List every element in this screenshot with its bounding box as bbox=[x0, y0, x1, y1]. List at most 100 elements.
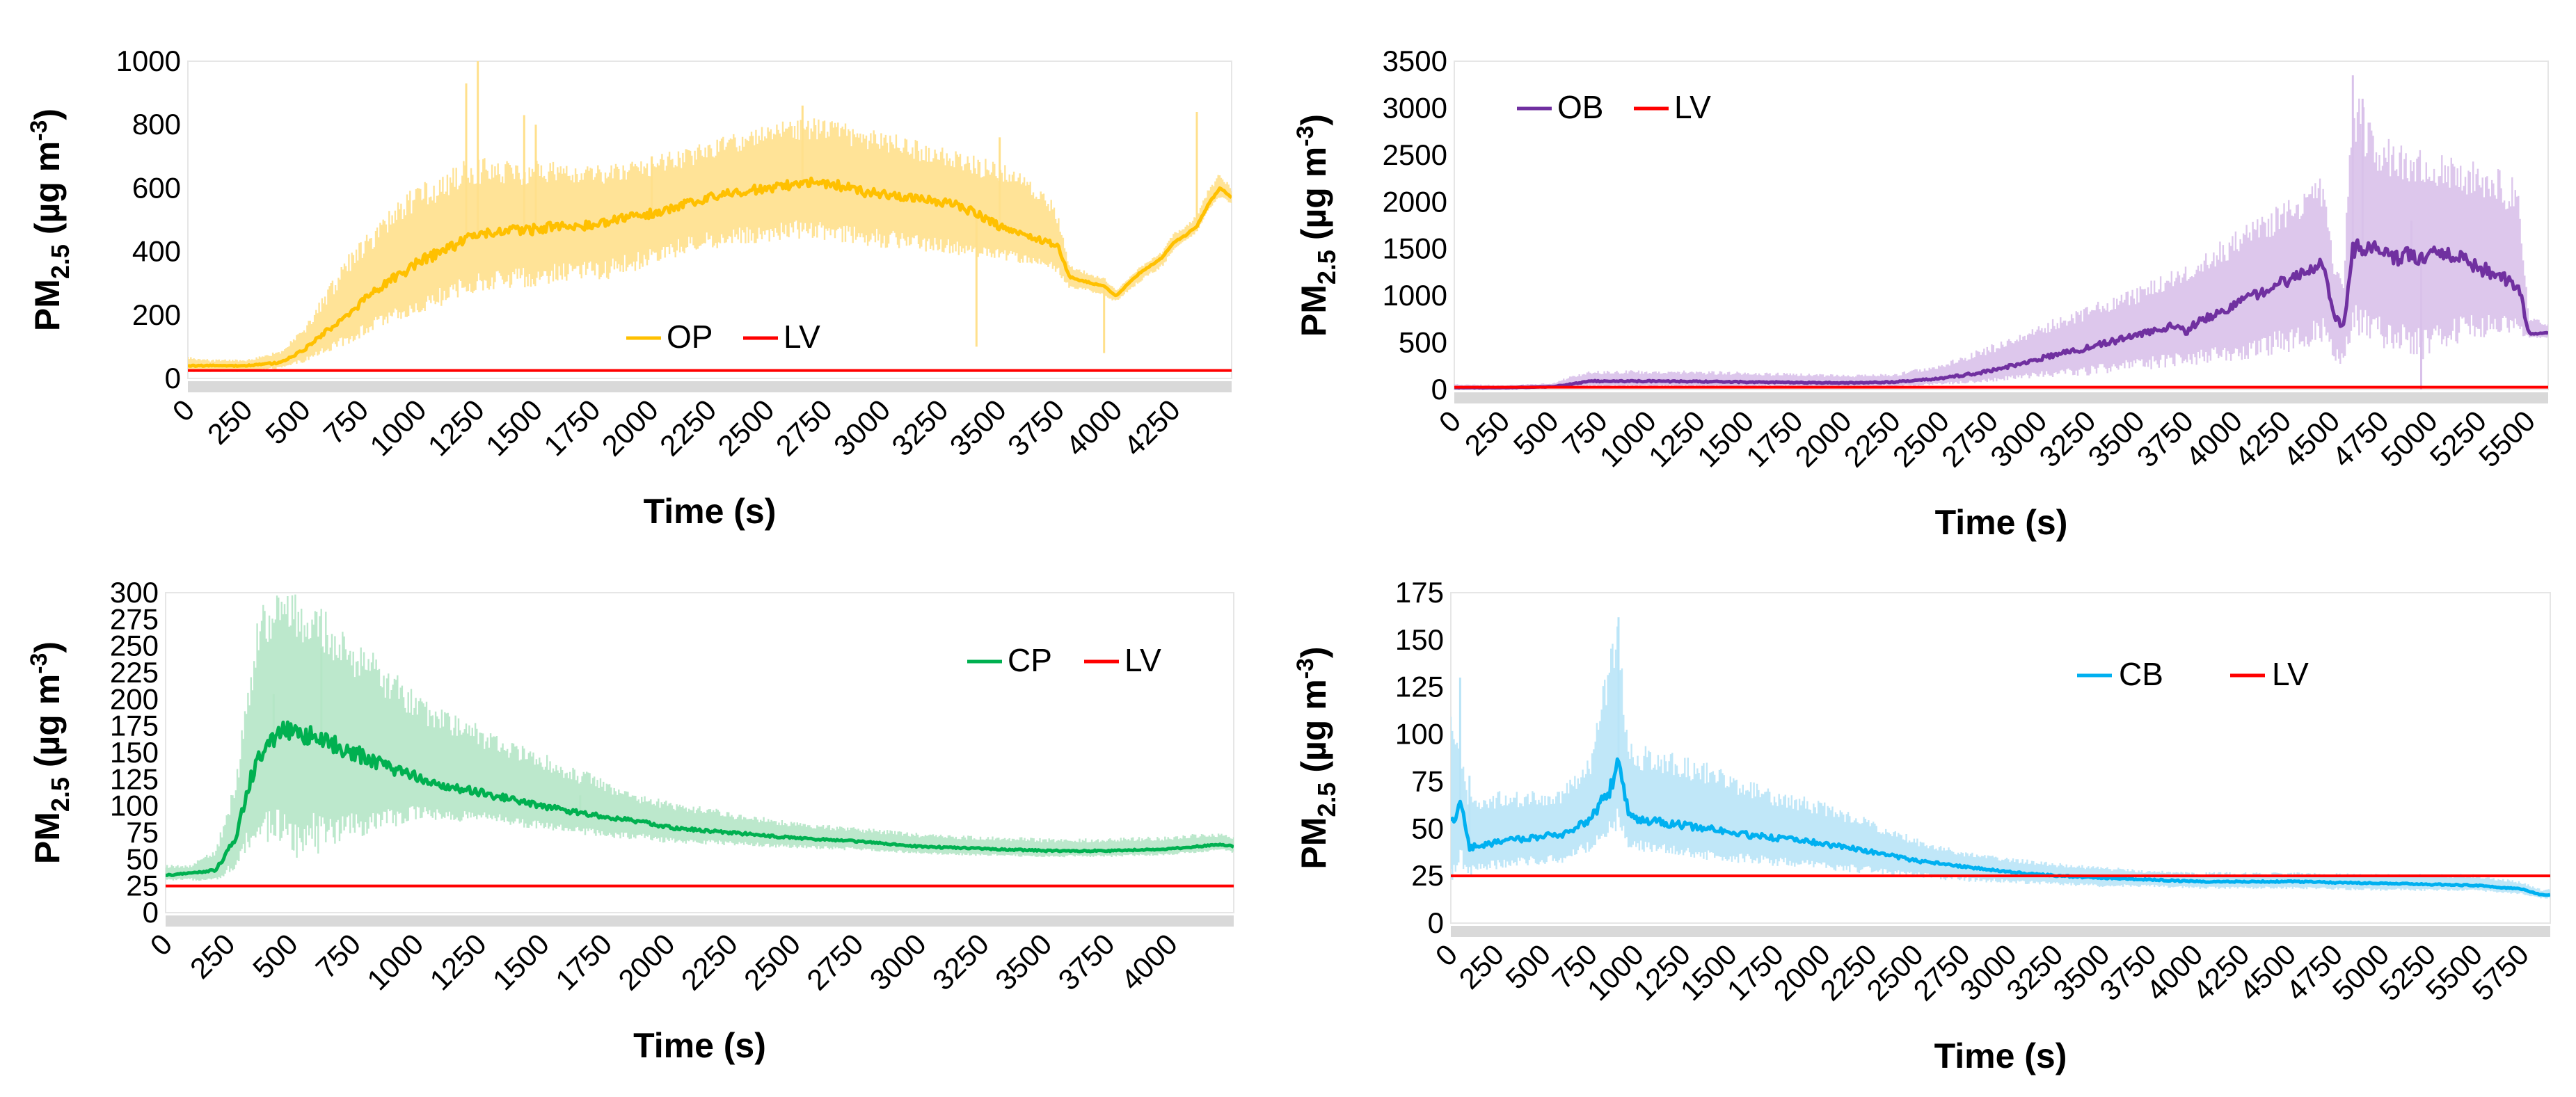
series-line-OP bbox=[188, 176, 1232, 368]
series-line-CP bbox=[166, 720, 1234, 877]
series-line-OB bbox=[1454, 238, 2548, 390]
legend-label-LV: LV bbox=[2272, 656, 2309, 692]
y-tick-label: 175 bbox=[110, 710, 159, 742]
x-tick-label: 2250 bbox=[675, 927, 744, 996]
x-tick-label: 250 bbox=[1453, 938, 1511, 995]
y-tick-label: 2000 bbox=[1383, 185, 1447, 218]
variability-spikes-OP bbox=[465, 61, 1198, 353]
y-title-unit: (µg m bbox=[28, 674, 67, 777]
x-tick-label: 4250 bbox=[1118, 393, 1186, 462]
y-title-unit-close: ) bbox=[28, 641, 67, 653]
y-tick-label: 125 bbox=[110, 762, 159, 795]
y-tick-label: 1000 bbox=[116, 45, 181, 77]
x-tick-label: 5250 bbox=[2424, 404, 2492, 473]
x-tick-label: 2750 bbox=[770, 393, 838, 462]
legend: OP LV bbox=[626, 319, 820, 355]
legend-label-LV: LV bbox=[784, 319, 820, 355]
y-tick-label: 3500 bbox=[1383, 45, 1447, 77]
x-tick-label: 1500 bbox=[479, 393, 548, 462]
x-tick-label: 2250 bbox=[653, 393, 722, 462]
y-tick-label: 100 bbox=[1395, 718, 1444, 751]
y-title-sub: 2.5 bbox=[1312, 783, 1341, 817]
y-tick-label: 0 bbox=[1428, 906, 1444, 939]
x-tick-label: 5000 bbox=[2375, 404, 2444, 473]
x-tick-label: 3250 bbox=[2033, 404, 2101, 473]
legend-label-CP: CP bbox=[1008, 642, 1052, 678]
y-tick-label: 150 bbox=[110, 736, 159, 769]
x-tick-label: 0 bbox=[166, 393, 201, 428]
x-tick-label: 250 bbox=[184, 927, 241, 985]
variability-spikes-CB bbox=[1458, 617, 1620, 848]
x-tick-label: 2750 bbox=[800, 927, 869, 996]
x-axis-band bbox=[166, 915, 1234, 927]
x-tick-label: 3500 bbox=[2082, 404, 2151, 473]
x-tick-label: 3750 bbox=[1001, 393, 1070, 462]
y-tick-label: 250 bbox=[110, 630, 159, 662]
x-axis-title: Time (s) bbox=[633, 1026, 766, 1065]
x-tick-label: 1000 bbox=[1593, 404, 1662, 473]
x-tick-label: 1000 bbox=[363, 393, 432, 462]
x-tick-label: 4000 bbox=[1115, 927, 1184, 996]
plot-area bbox=[187, 61, 1232, 379]
y-tick-label: 500 bbox=[1399, 326, 1447, 359]
x-tick-label: 0 bbox=[144, 927, 179, 962]
x-axis-title: Time (s) bbox=[1935, 503, 2068, 542]
y-tick-label: 200 bbox=[110, 682, 159, 715]
x-tick-label: 1750 bbox=[537, 393, 606, 462]
y-tick-label: 300 bbox=[110, 576, 159, 609]
y-title-sub: 2.5 bbox=[1312, 250, 1341, 285]
y-tick-label: 75 bbox=[126, 816, 159, 849]
x-tick-label: 2000 bbox=[1788, 404, 1857, 473]
x-tick-label: 1750 bbox=[549, 927, 618, 996]
x-tick-label: 500 bbox=[1507, 404, 1565, 462]
y-tick-label: 600 bbox=[132, 171, 181, 204]
y-tick-label: 50 bbox=[126, 842, 159, 875]
x-axis-band bbox=[1451, 926, 2550, 937]
y-title-sup: -3 bbox=[1292, 658, 1319, 679]
y-title-main: PM bbox=[28, 279, 67, 331]
series-line-CB bbox=[1451, 757, 2550, 897]
y-tick-label: 25 bbox=[126, 870, 159, 902]
legend-label-LV: LV bbox=[1124, 642, 1161, 678]
y-title-sup: -3 bbox=[1292, 126, 1319, 147]
y-tick-label: 50 bbox=[1411, 812, 1444, 844]
x-axis-band bbox=[188, 381, 1232, 392]
x-tick-label: 2500 bbox=[711, 393, 780, 462]
y-tick-label: 225 bbox=[110, 656, 159, 689]
data-layer bbox=[1454, 75, 2548, 390]
x-tick-label: 500 bbox=[246, 927, 304, 985]
data-layer bbox=[166, 594, 1234, 888]
x-tick-label: 2250 bbox=[1838, 404, 1907, 473]
chart-cb: 0255075100125150175025050075010001250150… bbox=[1292, 576, 2551, 1075]
x-tick-label: 4250 bbox=[2228, 404, 2297, 473]
x-tick-label: 3750 bbox=[1051, 927, 1120, 996]
x-tick-label: 1000 bbox=[360, 927, 429, 996]
y-axis-title: PM2.5 (µg m-3) bbox=[26, 641, 74, 864]
x-tick-label: 4000 bbox=[2179, 404, 2248, 473]
y-title-sub: 2.5 bbox=[46, 777, 74, 812]
y-tick-label: 200 bbox=[132, 298, 181, 331]
y-tick-label: 150 bbox=[1395, 623, 1444, 656]
y-tick-label: 3000 bbox=[1383, 91, 1447, 124]
y-title-sub: 2.5 bbox=[46, 244, 74, 279]
y-title-unit-close: ) bbox=[1294, 114, 1333, 126]
x-tick-label: 1750 bbox=[1740, 404, 1808, 473]
legend: OB LV bbox=[1517, 89, 1711, 125]
y-title-unit: (µg m bbox=[1294, 147, 1333, 250]
x-tick-label: 3250 bbox=[885, 393, 954, 462]
x-tick-label: 250 bbox=[1458, 404, 1516, 462]
y-tick-label: 400 bbox=[132, 235, 181, 268]
y-tick-label: 275 bbox=[110, 602, 159, 635]
x-tick-label: 2750 bbox=[1935, 404, 2004, 473]
x-tick-label: 4750 bbox=[2325, 404, 2394, 473]
x-tick-label: 2500 bbox=[1886, 404, 1955, 473]
legend-label-OB: OB bbox=[1557, 89, 1603, 125]
y-tick-label: 175 bbox=[1395, 576, 1444, 609]
plot-area bbox=[1454, 61, 2549, 390]
y-title-sup: -3 bbox=[26, 653, 52, 674]
data-layer bbox=[1451, 617, 2550, 899]
x-axis-title: Time (s) bbox=[1934, 1036, 2067, 1075]
